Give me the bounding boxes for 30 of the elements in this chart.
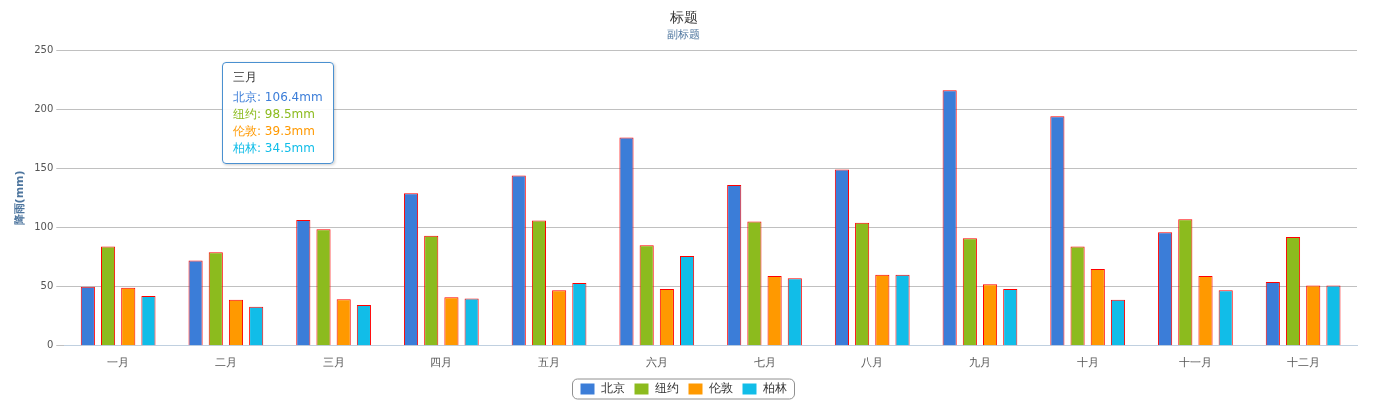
x-tick-label: 五月 <box>538 356 561 370</box>
annotation: 三月 <box>233 69 258 86</box>
annotation: 北京: 106.4mm <box>233 89 323 106</box>
x-tick-label: 七月 <box>753 356 776 370</box>
x-tick-label: 八月 <box>861 356 884 370</box>
y-tick-label: 100 <box>34 221 54 233</box>
annotation: 伦敦: 39.3mm <box>233 123 316 140</box>
annotation: 纽约: 98.5mm <box>233 106 316 123</box>
y-tick-label: 0 <box>46 339 54 351</box>
x-tick-label: 二月 <box>214 356 237 370</box>
legend-label: 北京 <box>600 381 625 396</box>
legend-label: 柏林 <box>761 381 787 396</box>
x-tick-label: 三月 <box>322 356 345 370</box>
x-tick-label: 十一月 <box>1178 356 1212 370</box>
x-tick-label: 十二月 <box>1286 356 1320 370</box>
y-tick-label: 250 <box>34 43 54 55</box>
legend-label: 伦敦 <box>708 381 733 396</box>
x-tick-label: 九月 <box>968 356 991 370</box>
x-tick-label: 十月 <box>1076 356 1099 370</box>
annotation: 柏林: 34.5mm <box>233 140 316 157</box>
chart-title: 标题 <box>668 9 698 26</box>
x-tick-label: 六月 <box>645 356 668 370</box>
y-tick-label: 200 <box>34 102 54 114</box>
x-tick-label: 一月 <box>107 356 130 370</box>
x-tick-label: 四月 <box>430 356 453 370</box>
y-axis-title: 降雨(mm) <box>13 170 27 226</box>
y-tick-label: 150 <box>34 161 54 173</box>
chart-subtitle: 副标题 <box>667 28 700 42</box>
legend-label: 纽约 <box>654 381 679 396</box>
y-tick-label: 50 <box>40 280 54 292</box>
